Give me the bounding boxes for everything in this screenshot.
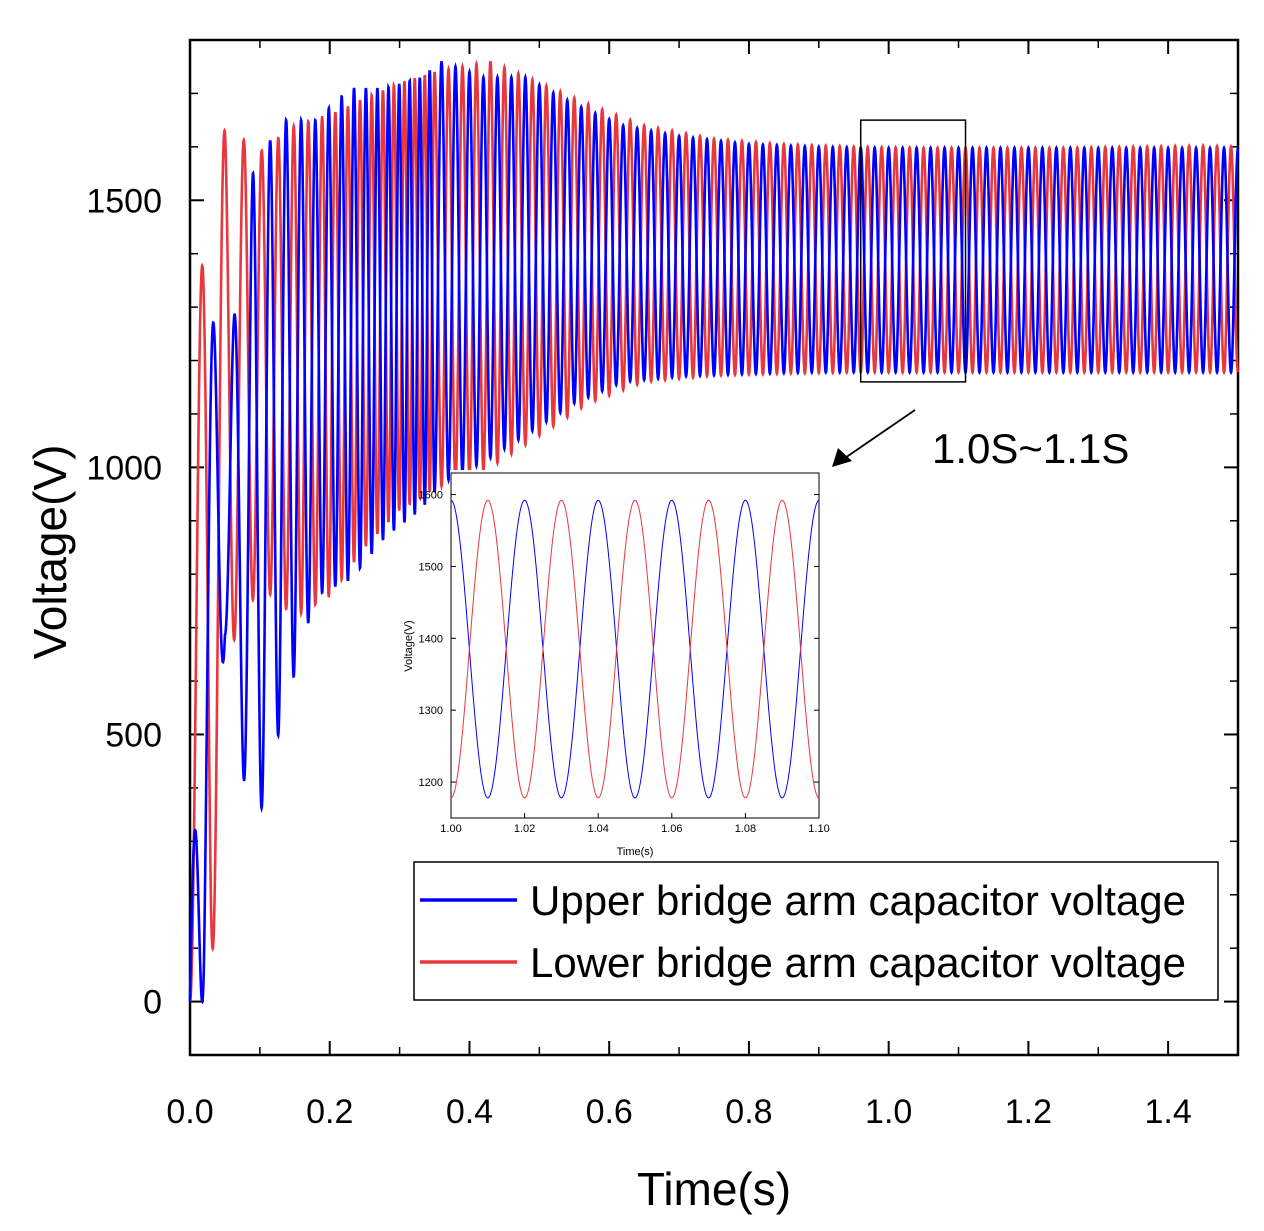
series-line-lower — [188, 59, 1240, 1003]
series-line-upper — [188, 61, 1240, 1005]
main-y-tick-label: 1000 — [86, 449, 162, 487]
inset-x-tick-label: 1.08 — [735, 823, 756, 835]
inset-ticks: 1.00 1.02 1.04 1.06 1.08 1.10 1200 1300 1400 1500… — [419, 490, 830, 835]
inset-series-line-upper — [450, 499, 820, 799]
main-x-axis-title: Time(s) — [637, 1163, 791, 1215]
main-x-tick-label: 0.4 — [446, 1093, 493, 1131]
main-x-tick-label: 0.0 — [166, 1093, 213, 1131]
inset-x-tick-label: 1.00 — [440, 823, 461, 835]
annotation-arrow — [832, 409, 916, 467]
main-series — [188, 59, 1240, 1005]
inset-y-tick-label: 1500 — [419, 561, 443, 573]
inset-series-line-lower — [450, 499, 820, 799]
main-y-axis-title: Voltage(V) — [24, 445, 76, 660]
main-ticks: 0.0 0.2 0.4 0.6 0.8 1.0 1.2 1.4 0 500 1000 1500 — [86, 39, 1238, 1131]
main-y-tick-label: 0 — [143, 984, 162, 1022]
inset-x-tick-label: 1.10 — [808, 823, 829, 835]
main-x-tick-label: 0.2 — [306, 1093, 353, 1131]
inset-background — [450, 470, 830, 858]
legend-label-lower: Lower bridge arm capacitor voltage — [530, 939, 1186, 986]
inset-y-tick-label: 1300 — [419, 705, 443, 717]
inset-x-tick-label: 1.04 — [587, 823, 608, 835]
main-plot-frame — [188, 38, 1240, 1057]
zoom-annotation: 1.0S~1.1S — [932, 425, 1129, 472]
main-x-tick-label: 1.0 — [865, 1093, 912, 1131]
inset-x-axis-title: Time(s) — [617, 846, 654, 858]
inset-x-tick-label: 1.02 — [514, 823, 535, 835]
zoom-box — [859, 119, 967, 383]
main-x-tick-label: 1.4 — [1145, 1093, 1192, 1131]
inset-y-tick-label: 1600 — [419, 490, 443, 502]
main-y-tick-label: 1500 — [86, 182, 162, 220]
legend-box — [413, 861, 1219, 1001]
inset-x-tick-label: 1.06 — [661, 823, 682, 835]
inset-y-tick-label: 1400 — [419, 633, 443, 645]
main-y-tick-label: 500 — [105, 716, 162, 754]
inset-y-tick-label: 1200 — [419, 777, 443, 789]
legend-label-upper: Upper bridge arm capacitor voltage — [530, 877, 1186, 924]
inset-y-axis-title: Voltage(V) — [403, 620, 415, 671]
inset-series — [450, 499, 820, 799]
legend: Upper bridge arm capacitor voltage Lower… — [413, 861, 1219, 1001]
inset-plot-frame — [450, 472, 820, 819]
main-x-tick-label: 1.2 — [1005, 1093, 1052, 1131]
main-x-tick-label: 0.6 — [586, 1093, 633, 1131]
main-x-tick-label: 0.8 — [725, 1093, 772, 1131]
